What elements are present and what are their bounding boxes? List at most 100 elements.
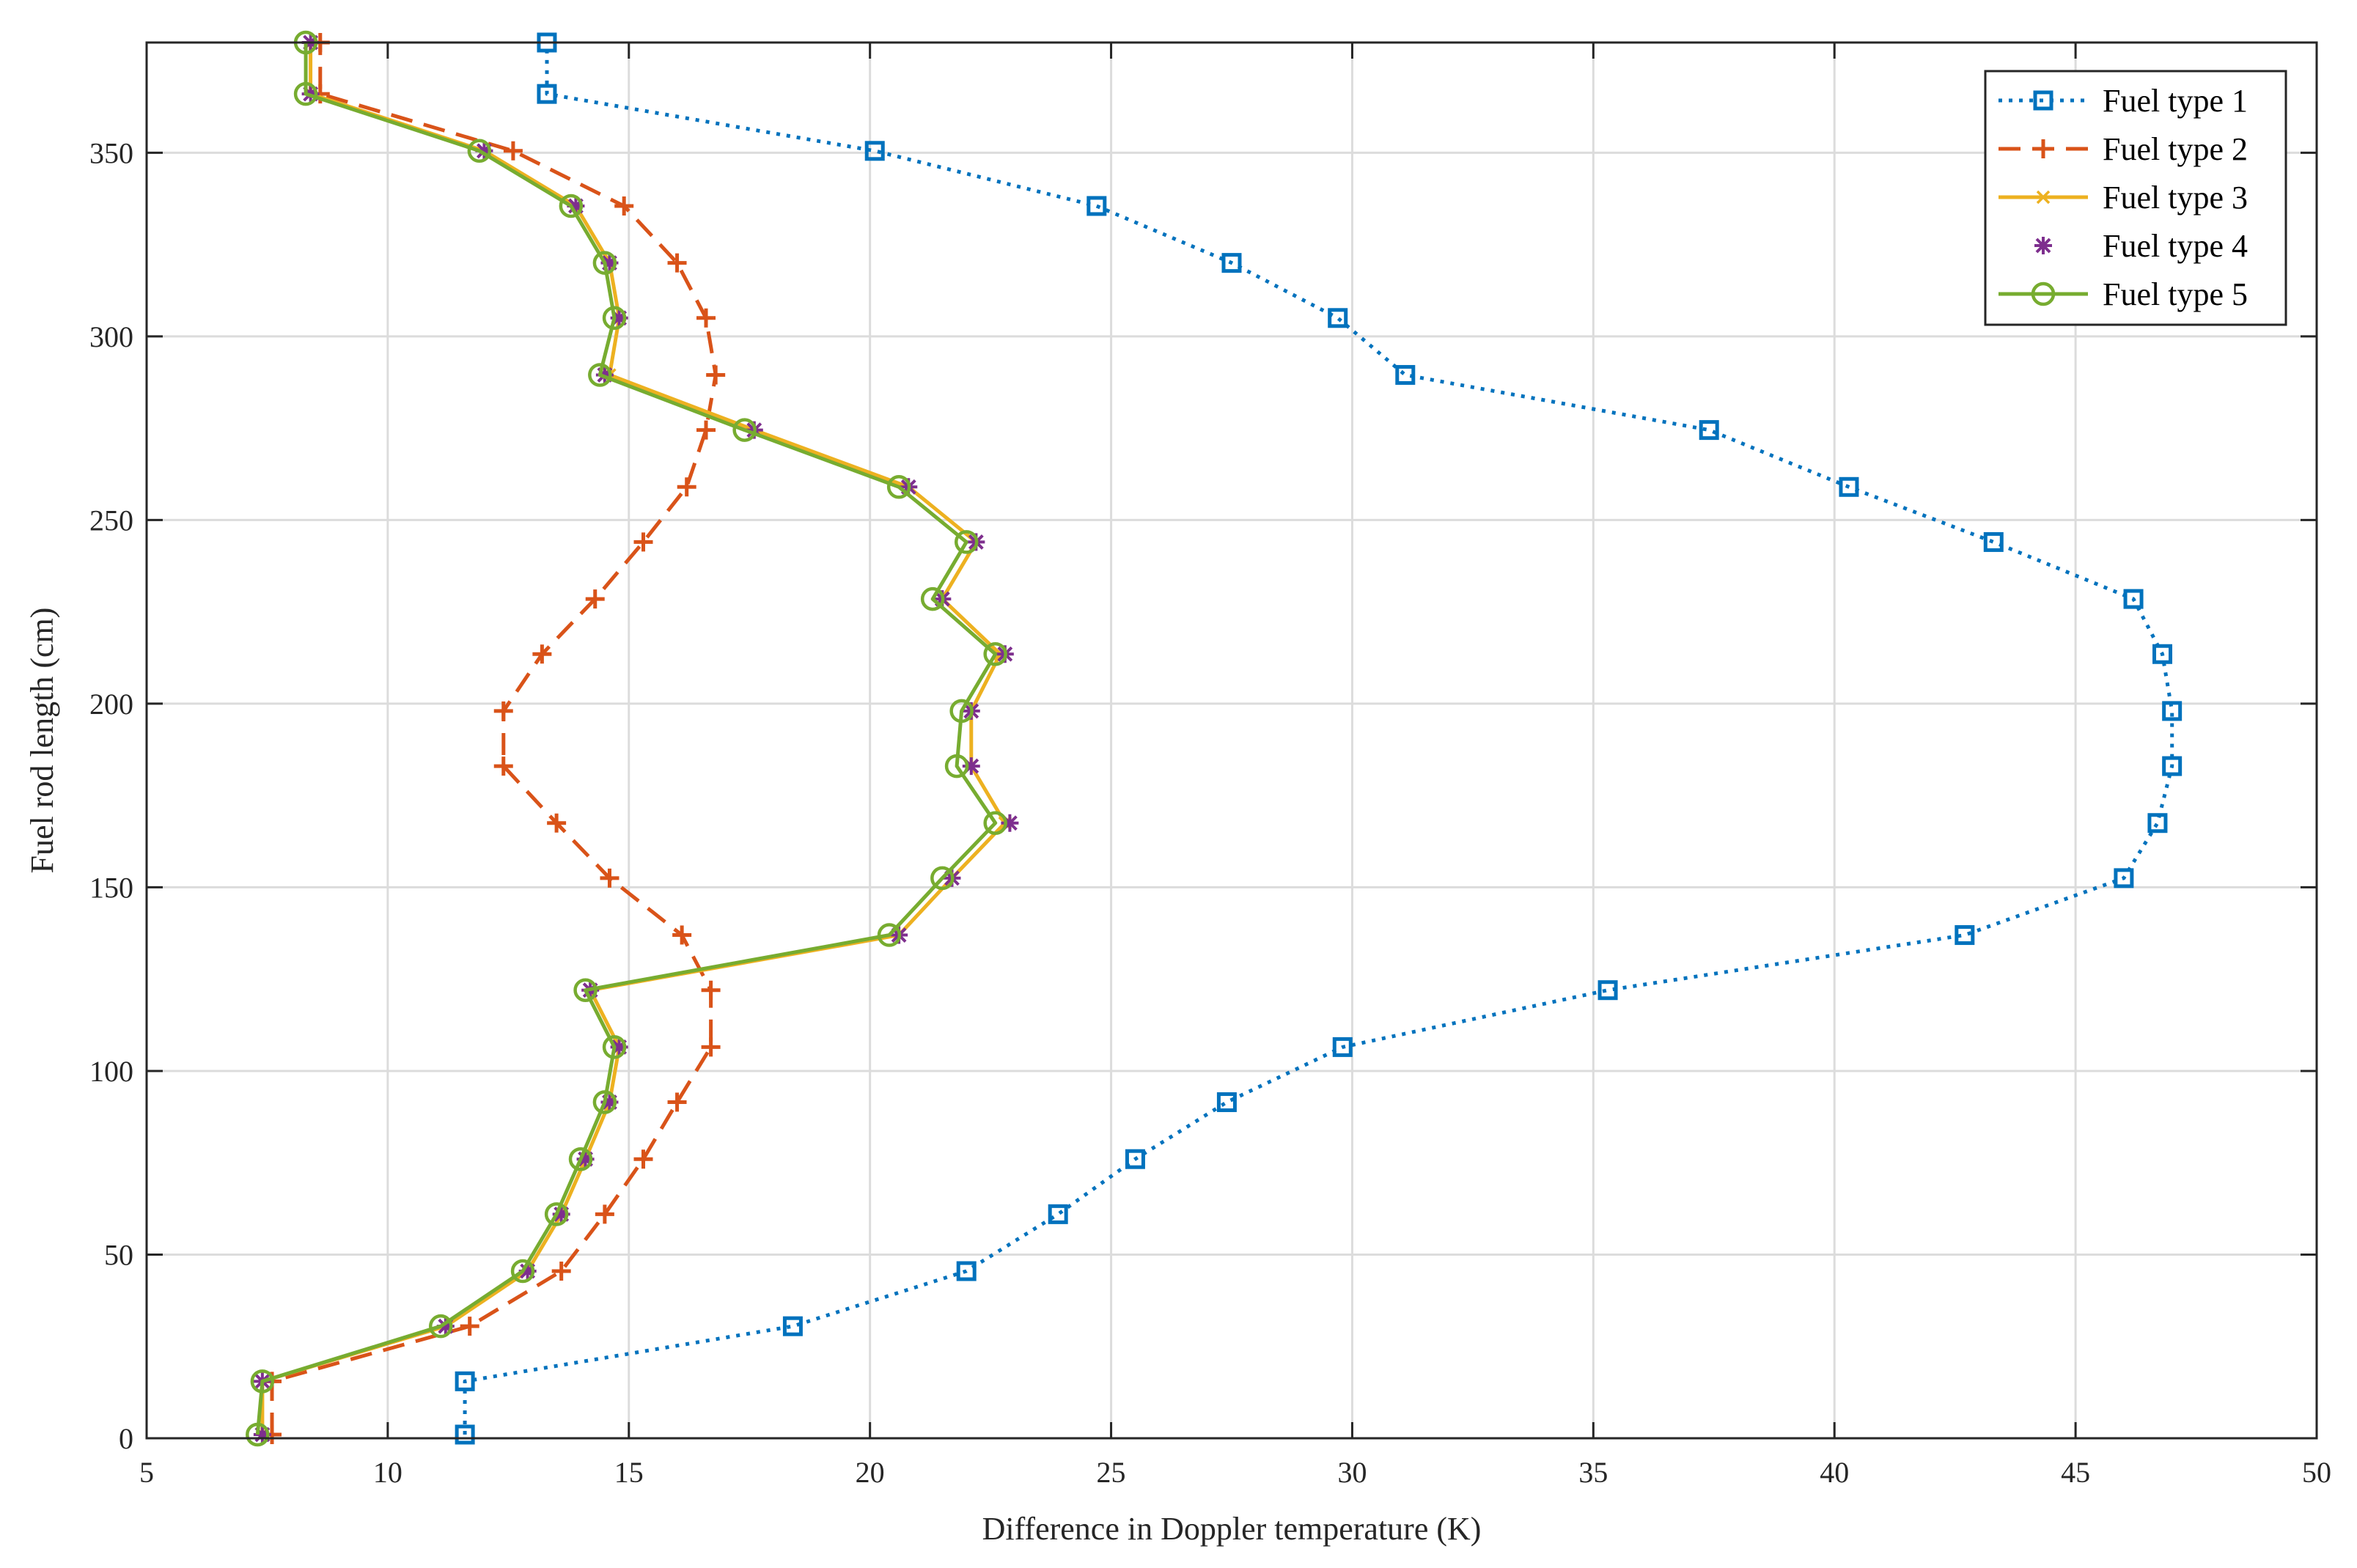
data-point-fuel-type-5-9 [877,923,902,947]
data-point-fuel-type-1-6 [1216,1092,1237,1113]
data-point-fuel-type-1-3 [956,1261,977,1281]
data-point-fuel-type-4-4 [552,1205,570,1223]
data-point-fuel-type-1-5 [1125,1149,1145,1169]
data-point-fuel-type-1-4 [1048,1204,1068,1224]
data-point-fuel-type-5-3 [510,1259,535,1284]
data-point-fuel-type-5-13 [949,699,974,724]
data-point-fuel-type-1-20 [1328,308,1348,328]
series-layer [246,30,2183,1447]
data-point-fuel-type-1-19 [1395,364,1416,385]
data-point-fuel-type-2-11 [547,813,567,833]
legend-label-fuel-type-5: Fuel type 5 [2103,276,2248,312]
x-tick-label-10: 10 [373,1456,402,1489]
data-point-fuel-type-1-15 [2123,589,2144,609]
data-point-fuel-type-1-16 [1983,531,2004,552]
data-point-fuel-type-5-11 [983,811,1007,835]
data-point-fuel-type-4-23 [475,141,493,160]
legend-label-fuel-type-3: Fuel type 3 [2103,180,2248,216]
data-point-fuel-type-4-6 [600,1093,619,1111]
data-point-fuel-type-5-14 [983,642,1007,666]
data-point-fuel-type-5-1 [250,1369,275,1394]
y-tick-label-100: 100 [89,1055,133,1088]
data-point-fuel-type-2-19 [706,365,726,385]
data-point-fuel-type-4-20 [610,309,628,327]
y-axis-label: Fuel rod length (cm) [24,608,60,874]
data-point-fuel-type-4-7 [610,1038,628,1056]
x-tick-label-20: 20 [856,1456,885,1489]
data-point-fuel-type-5-4 [544,1202,569,1226]
data-point-fuel-type-2-2 [460,1317,479,1336]
data-point-fuel-type-2-5 [633,1149,653,1169]
data-point-fuel-type-4-21 [600,254,619,272]
data-point-fuel-type-1-0 [455,1424,475,1445]
data-point-fuel-type-5-21 [592,251,617,275]
data-point-fuel-type-1-12 [2162,756,2183,776]
plot-area-frame [145,41,2318,1440]
data-point-fuel-type-1-14 [2152,644,2173,664]
legend-marker-fuel-type-5 [2031,281,2056,306]
data-point-fuel-type-5-24 [293,81,318,106]
grid-lines [147,43,2317,1438]
data-point-fuel-type-5-20 [602,306,627,331]
x-tick-label-25: 25 [1097,1456,1126,1489]
data-point-fuel-type-2-18 [696,420,716,440]
legend-marker-fuel-type-2 [2034,139,2053,158]
data-point-fuel-type-4-2 [436,1317,455,1336]
data-point-fuel-type-2-10 [600,868,619,888]
data-point-fuel-type-2-20 [696,308,716,328]
data-point-fuel-type-2-3 [551,1262,571,1281]
data-point-fuel-type-1-23 [864,141,885,161]
y-tick-label-200: 200 [89,688,133,721]
plot-area-background [147,43,2317,1438]
data-point-fuel-type-5-22 [559,194,584,218]
x-tick-label-45: 45 [2061,1456,2090,1489]
data-point-fuel-type-5-16 [954,530,979,554]
y-tick-label-300: 300 [89,320,133,353]
y-tick-label-50: 50 [104,1238,133,1271]
data-point-fuel-type-5-17 [886,475,911,499]
data-point-fuel-type-4-5 [576,1150,595,1168]
data-point-fuel-type-4-0 [253,1425,271,1443]
data-point-fuel-type-1-17 [1839,476,1859,497]
data-point-fuel-type-5-18 [732,418,757,442]
axis-ticks: 5 10 15 20 25 30 35 40 45 50 0 50 100 150 200 250 300 350 [89,43,2331,1489]
legend-label-fuel-type-1: Fuel type 1 [2103,83,2248,119]
data-point-fuel-type-5-2 [428,1314,453,1339]
data-point-fuel-type-1-1 [455,1371,475,1391]
data-point-fuel-type-5-12 [944,754,969,779]
x-tick-label-30: 30 [1337,1456,1367,1489]
legend: Fuel type 1 Fuel type 2 Fuel type 3 Fuel ty… [1984,70,2287,326]
data-point-fuel-type-1-13 [2162,701,2183,721]
data-point-fuel-type-1-2 [782,1316,803,1336]
x-tick-label-50: 50 [2302,1456,2331,1489]
data-point-fuel-type-1-21 [1221,253,1242,273]
legend-marker-fuel-type-4 [2034,237,2052,254]
series-fuel-type-5 [246,30,1007,1447]
data-point-fuel-type-1-18 [1699,420,1719,441]
data-point-fuel-type-2-23 [503,141,523,161]
data-point-fuel-type-5-5 [568,1146,593,1171]
data-point-fuel-type-4-12 [962,757,980,776]
legend-item-fuel-type-4: Fuel type 4 [2034,228,2248,264]
data-point-fuel-type-5-0 [246,1422,270,1447]
data-point-fuel-type-1-8 [1597,980,1618,1001]
legend-label-fuel-type-4: Fuel type 4 [2103,228,2248,264]
data-point-fuel-type-2-15 [585,589,605,609]
data-point-fuel-type-1-24 [537,84,557,104]
data-point-fuel-type-1-9 [1955,925,1975,946]
data-point-fuel-type-2-4 [595,1204,614,1224]
x-tick-label-15: 15 [614,1456,644,1489]
data-point-fuel-type-2-8 [701,980,721,1000]
data-point-fuel-type-5-7 [602,1035,627,1059]
y-tick-label-150: 150 [89,871,133,904]
data-point-fuel-type-4-3 [518,1262,537,1281]
data-point-fuel-type-5-19 [588,363,612,387]
legend-marker-fuel-type-1 [2033,90,2053,111]
legend-item-fuel-type-5: Fuel type 5 [1999,276,2248,312]
data-point-fuel-type-1-7 [1332,1037,1353,1057]
data-point-fuel-type-2-17 [677,477,696,497]
legend-item-fuel-type-1: Fuel type 1 [1999,83,2248,119]
data-point-fuel-type-5-6 [592,1090,617,1114]
data-point-fuel-type-2-21 [667,253,687,273]
y-tick-label-0: 0 [119,1422,133,1455]
